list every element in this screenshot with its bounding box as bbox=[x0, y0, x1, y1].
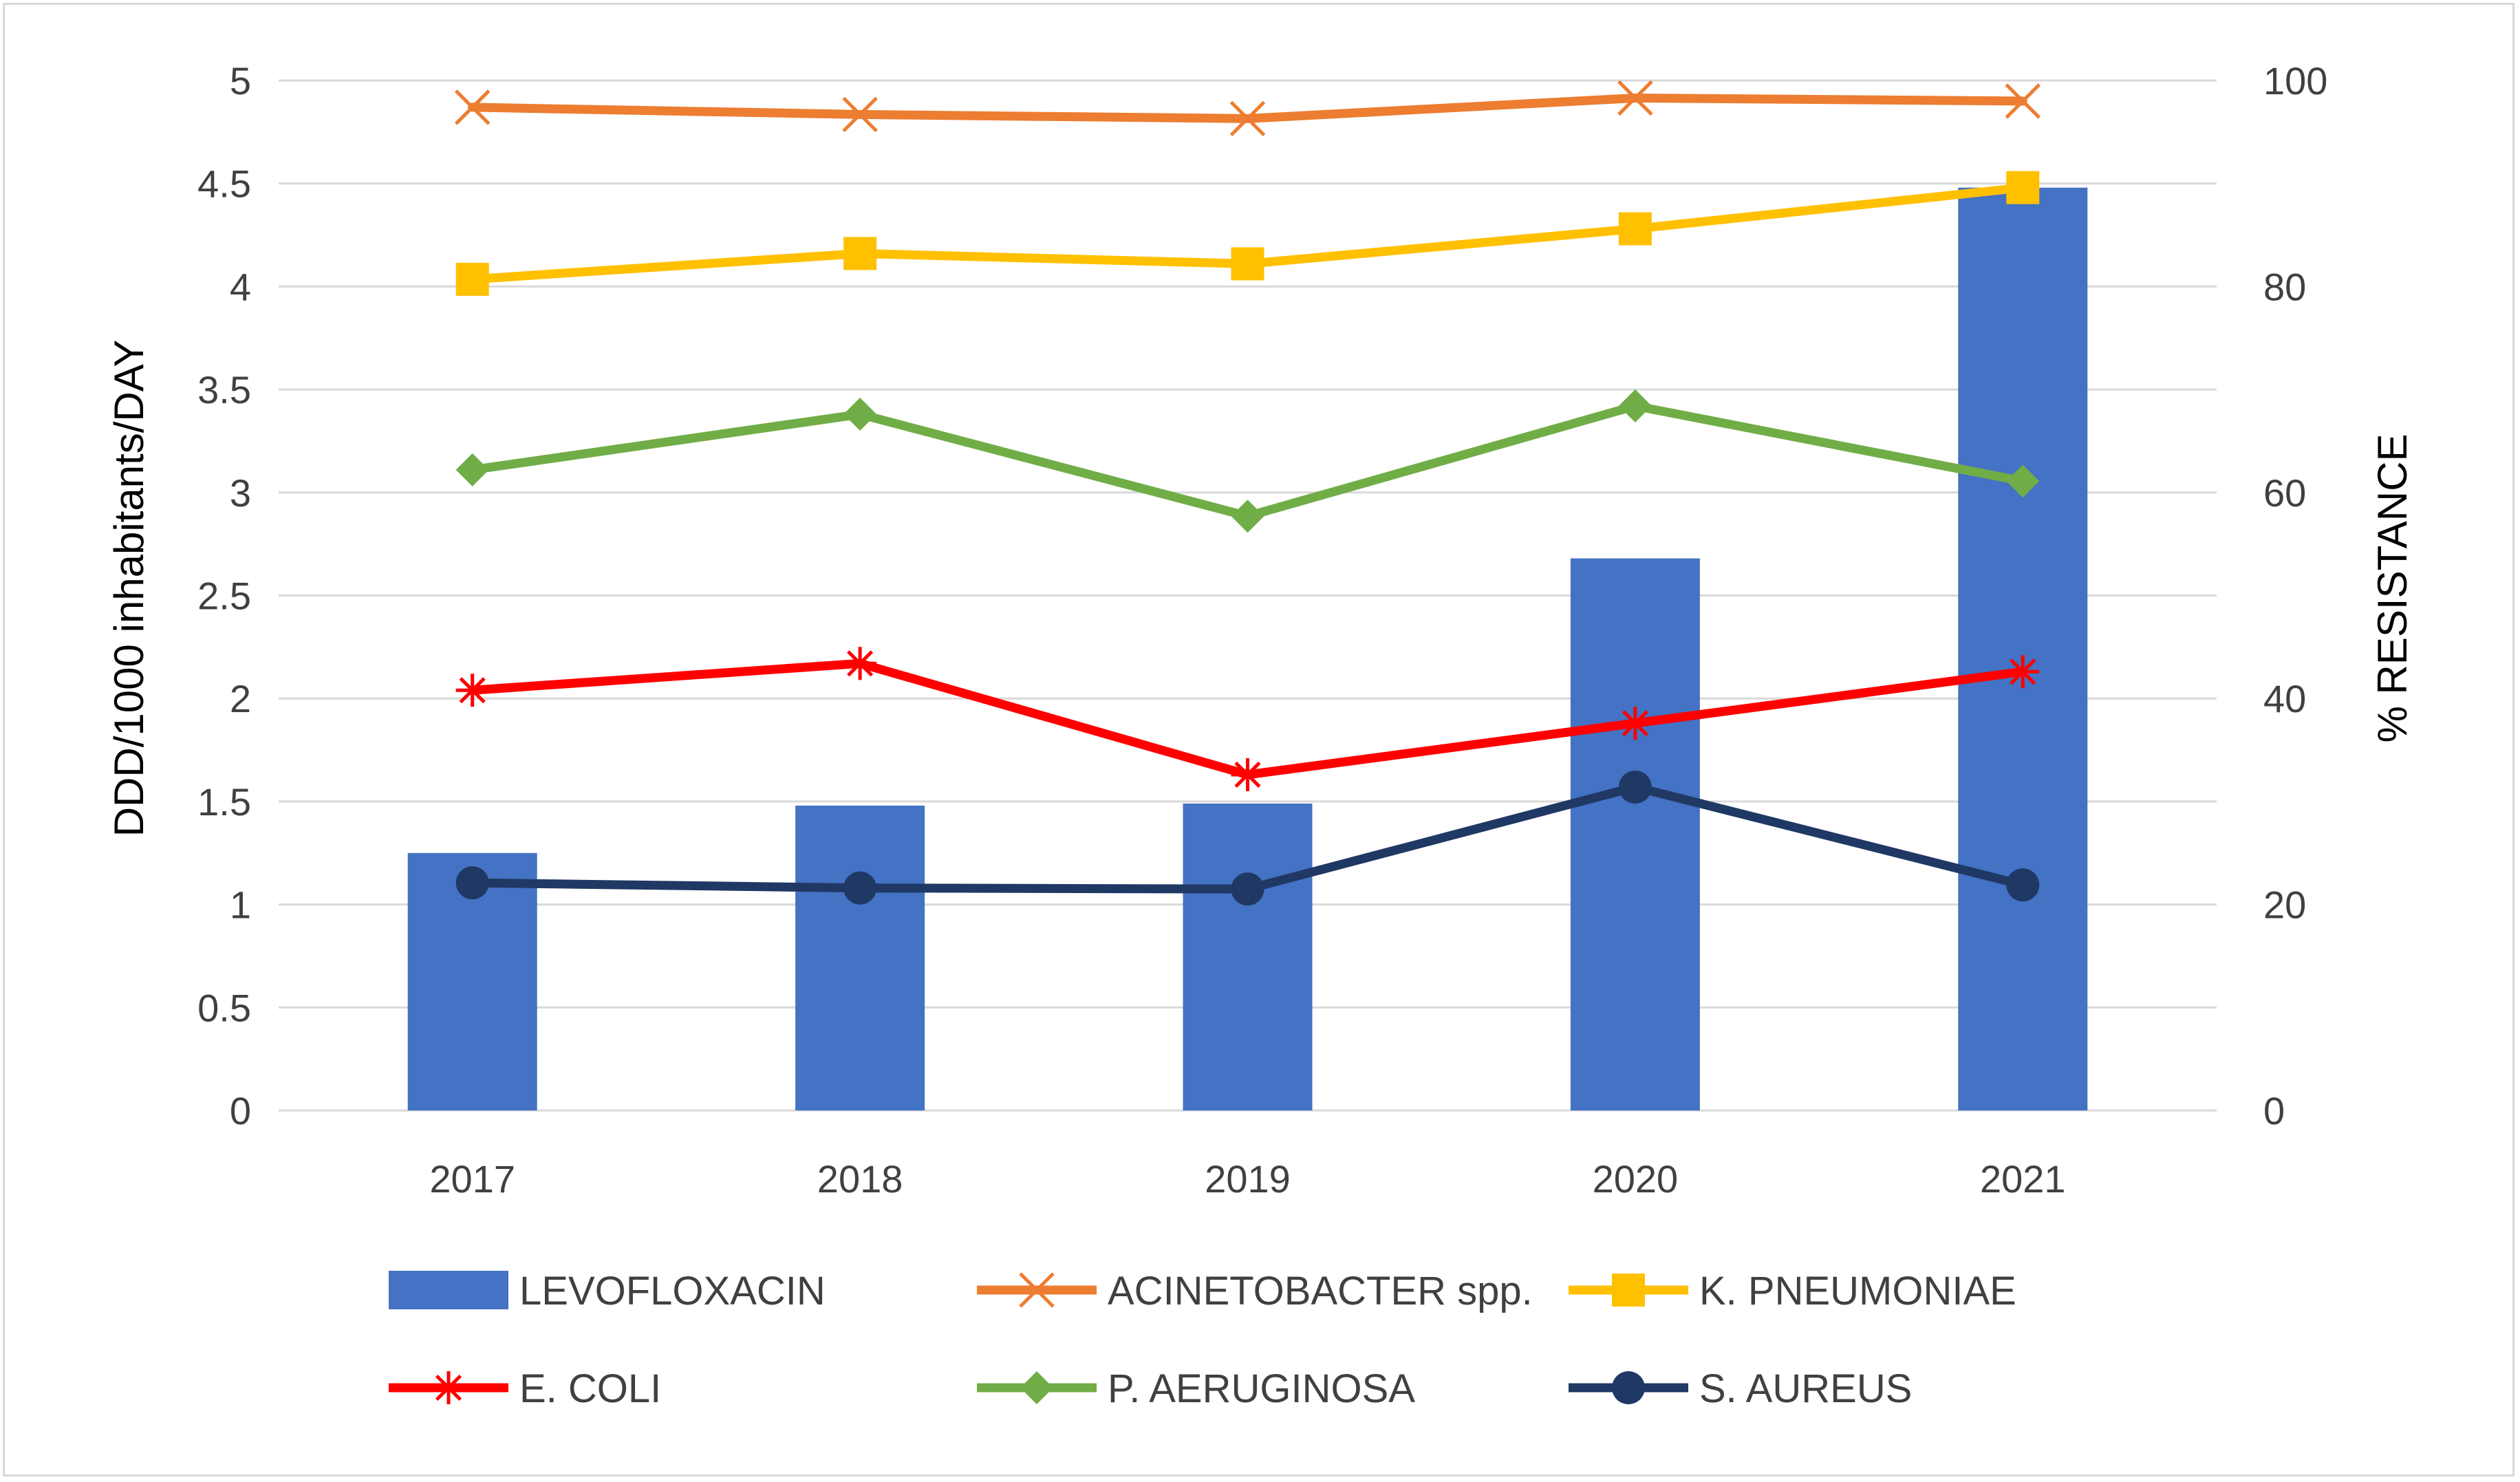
x-tick-label: 2021 bbox=[1980, 1157, 2066, 1201]
left-tick-label: 4 bbox=[230, 265, 251, 308]
levofloxacin-bar bbox=[795, 805, 925, 1110]
s-aureus-point bbox=[843, 871, 877, 905]
right-tick-label: 100 bbox=[2263, 59, 2327, 103]
right-axis-title: % RESISTANCE bbox=[2369, 434, 2415, 743]
k-pneumoniae-point bbox=[843, 237, 877, 270]
left-tick-label: 0.5 bbox=[197, 986, 251, 1029]
left-axis-title: DDD/1000 inhabitants/DAY bbox=[106, 340, 152, 837]
left-tick-label: 3 bbox=[230, 471, 251, 515]
legend-item-s-aureus: S. AUREUS bbox=[1569, 1366, 1912, 1411]
s-aureus-point bbox=[2006, 868, 2040, 902]
right-tick-label: 0 bbox=[2263, 1089, 2285, 1132]
left-tick-label: 4.5 bbox=[197, 162, 251, 206]
e-coli-point bbox=[1618, 707, 1652, 740]
right-axis-ticks: 0 20 40 60 80 100 bbox=[2263, 59, 2327, 1132]
acinetobacter-spp-point bbox=[842, 96, 878, 133]
legend-marker bbox=[1612, 1274, 1645, 1307]
legend-label: LEVOFLOXACIN bbox=[519, 1269, 826, 1313]
left-tick-label: 3.5 bbox=[197, 368, 251, 411]
p-aeruginosa-point bbox=[1231, 500, 1264, 533]
x-axis-ticks: 2017 2018 2019 2020 2021 bbox=[429, 1157, 2065, 1201]
legend-marker bbox=[1612, 1371, 1645, 1404]
levofloxacin-bar bbox=[1183, 803, 1313, 1110]
acinetobacter-spp-point bbox=[454, 89, 491, 125]
x-tick-label: 2018 bbox=[817, 1157, 903, 1201]
levofloxacin-bar bbox=[1570, 558, 1700, 1110]
p-aeruginosa-line bbox=[468, 401, 2027, 521]
acinetobacter-spp-line bbox=[468, 93, 2027, 123]
e-coli-line bbox=[468, 658, 2027, 780]
s-aureus-point bbox=[1618, 770, 1652, 804]
e-coli-point bbox=[2006, 655, 2040, 689]
legend-item-k-pneumoniae: K. PNEUMONIAE bbox=[1569, 1269, 2016, 1313]
e-coli-point bbox=[843, 647, 877, 680]
e-coli-point bbox=[455, 674, 489, 707]
bars bbox=[407, 187, 2088, 1110]
right-tick-label: 40 bbox=[2263, 677, 2306, 720]
legend-marker bbox=[1020, 1371, 1053, 1404]
levofloxacin-bar bbox=[1958, 187, 2088, 1110]
right-tick-label: 20 bbox=[2263, 883, 2306, 927]
x-tick-label: 2017 bbox=[429, 1157, 515, 1201]
legend-item-levofloxacin: LEVOFLOXACIN bbox=[389, 1269, 826, 1313]
s-aureus-point bbox=[455, 866, 489, 900]
legend-label: E. COLI bbox=[519, 1366, 661, 1411]
s-aureus-point bbox=[1231, 872, 1264, 906]
legend-label: S. AUREUS bbox=[1699, 1366, 1912, 1411]
legend-marker bbox=[432, 1371, 465, 1404]
gridlines bbox=[279, 79, 2217, 1112]
p-aeruginosa-point bbox=[843, 398, 877, 431]
left-tick-label: 1.5 bbox=[197, 780, 251, 824]
left-tick-label: 5 bbox=[230, 59, 251, 103]
left-tick-label: 1 bbox=[230, 883, 251, 927]
k-pneumoniae-point bbox=[1231, 247, 1264, 281]
legend-label: ACINETOBACTER spp. bbox=[1108, 1269, 1533, 1313]
legend-label: K. PNEUMONIAE bbox=[1699, 1269, 2016, 1313]
k-pneumoniae-point bbox=[455, 262, 489, 296]
acinetobacter-spp-point bbox=[2005, 83, 2041, 119]
right-tick-label: 60 bbox=[2263, 471, 2306, 515]
x-tick-label: 2020 bbox=[1593, 1157, 1679, 1201]
left-tick-label: 2.5 bbox=[197, 574, 251, 618]
legend-item-acinetobacter-spp: ACINETOBACTER spp. bbox=[977, 1269, 1533, 1313]
acinetobacter-spp-point bbox=[1617, 80, 1653, 116]
x-tick-label: 2019 bbox=[1205, 1157, 1291, 1201]
k-pneumoniae-point bbox=[1618, 212, 1652, 246]
left-tick-label: 0 bbox=[230, 1089, 251, 1132]
legend-item-e-coli: E. COLI bbox=[389, 1366, 661, 1411]
legend-swatch bbox=[389, 1271, 508, 1309]
acinetobacter-spp-point bbox=[1229, 100, 1266, 137]
p-aeruginosa-point bbox=[2006, 464, 2040, 498]
legend-label: P. AERUGINOSA bbox=[1108, 1366, 1415, 1411]
legend: LEVOFLOXACIN ACINETOBACTER spp. K. PNEUMON… bbox=[389, 1269, 2016, 1411]
p-aeruginosa-point bbox=[1618, 389, 1652, 423]
left-axis-ticks: 0 0.5 1 1.5 2 2.5 3 3.5 4 4.5 5 bbox=[197, 59, 251, 1132]
legend-marker bbox=[1019, 1272, 1055, 1308]
p-aeruginosa-point bbox=[455, 453, 489, 486]
series-markers bbox=[454, 80, 2041, 906]
right-tick-label: 80 bbox=[2263, 265, 2306, 308]
e-coli-point bbox=[1231, 758, 1264, 791]
left-tick-label: 2 bbox=[230, 677, 251, 720]
legend-item-p-aeruginosa: P. AERUGINOSA bbox=[977, 1366, 1415, 1411]
k-pneumoniae-point bbox=[2006, 171, 2040, 204]
